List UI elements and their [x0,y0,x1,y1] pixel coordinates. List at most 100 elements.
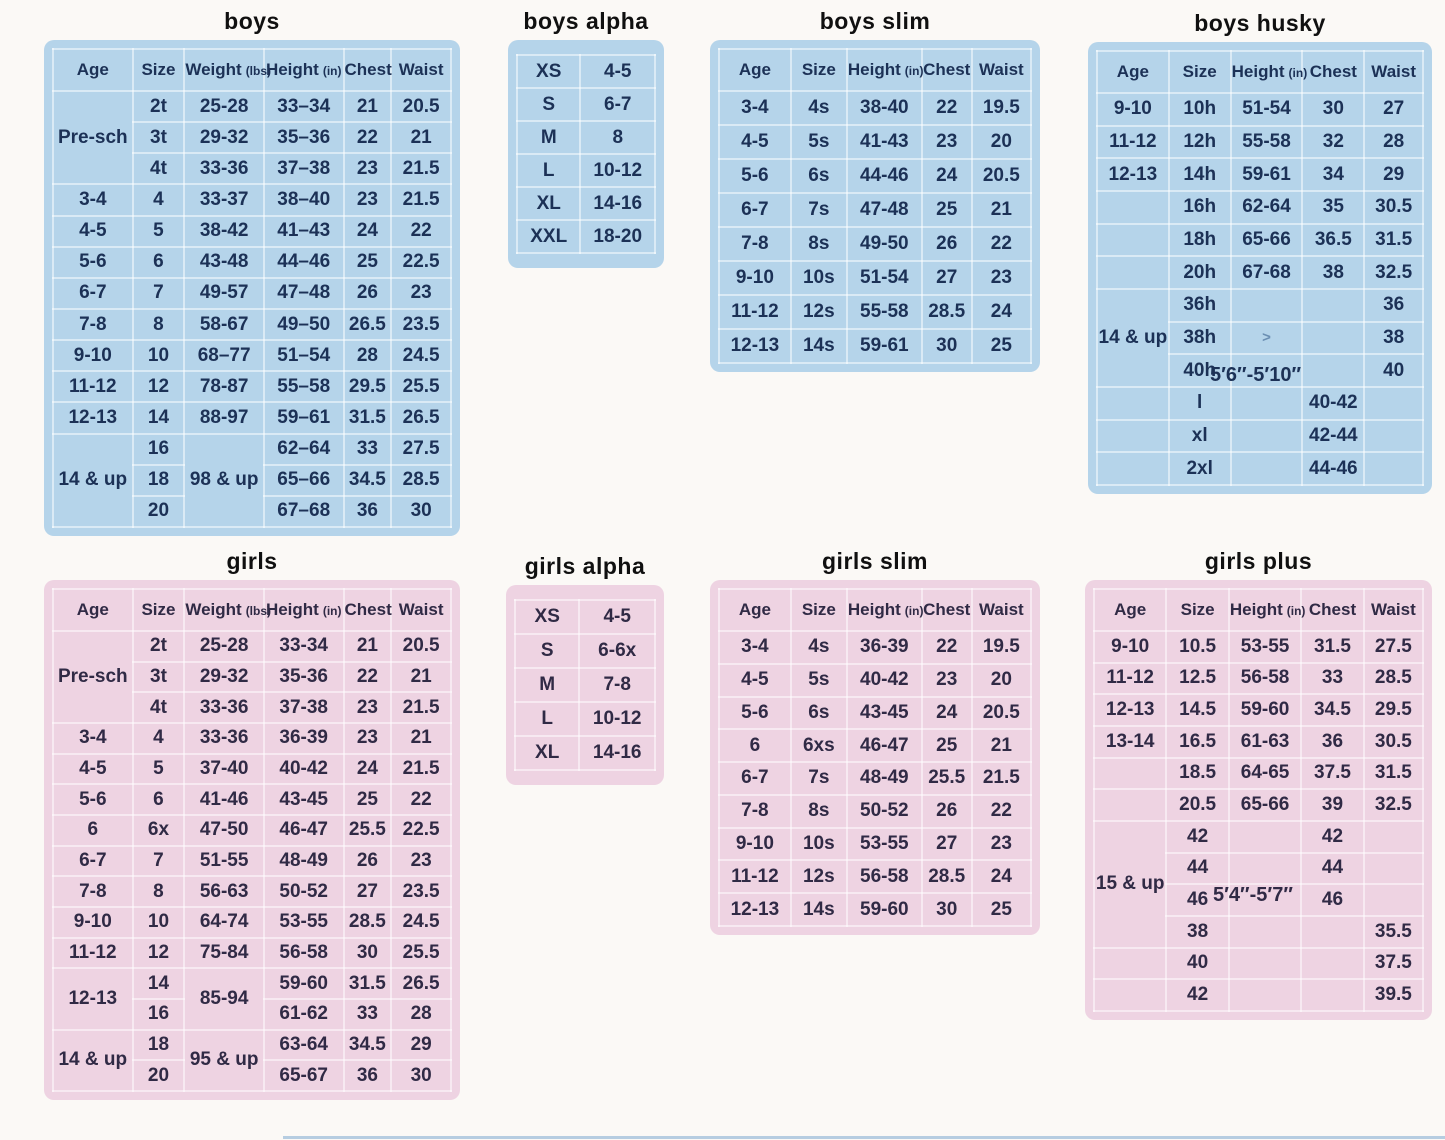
table-cell: 4-5 [718,124,792,160]
table-cell: 14-16 [578,735,656,771]
table-cell: 8s [789,793,848,829]
column-header: Size [789,588,848,632]
table-cell: 48-49 [845,761,923,796]
table-cell: 14s [789,328,848,364]
table-cell: 38–40 [262,183,345,217]
boys-table-panel: Age Size Weight (lbs) Height (in) Chest Waist Pr… [44,40,460,536]
table-cell: 10s [789,260,848,296]
header-unit: (lbs) [245,64,272,78]
table-row: 9-10 10s 51-54 27 23 [718,260,1033,296]
table-cell: Pre-sch [52,89,134,186]
table-cell: 12-13 [52,401,134,435]
table-cell [1362,883,1425,917]
table-cell: 18-20 [579,219,656,254]
header-unit: (lbs) [245,604,272,618]
table-cell: 41-43 [845,124,923,160]
section-girls-alpha: girls alpha XS 4-5 S 6-6x M 7-8 L 10-12 XL 14-16 [506,551,664,785]
column-header: Waist [1362,588,1425,632]
table-cell: 16h [1167,189,1232,225]
table-row: 11-12 12 75-84 56-58 30 25.5 [52,936,452,970]
table-cell: 14-16 [579,186,656,221]
table-row: L 10-12 [513,701,656,737]
table-cell: 5 [131,214,186,248]
section-girls-plus: girls plus 5′4″-5′7″ Age Size Height (in) Ch… [1085,546,1432,1020]
table-row: 2xl 44-46 [1096,451,1424,486]
table-row: 14 & up 18 95 & up 63-64 34.5 29 [52,1028,452,1093]
table-cell: 51–54 [262,339,345,373]
table-cell: xl [1167,418,1232,454]
table-cell: L [513,701,581,737]
column-header: Waist [1363,50,1424,94]
table-cell: 26.5 [390,401,452,435]
table-cell: Pre-sch [52,630,134,724]
table-cell: 5s [789,662,848,698]
table-cell: 43-45 [845,695,923,731]
table-cell: 49–50 [262,307,345,342]
table-cell: 62-64 [1229,189,1304,225]
table-cell: 88-97 [183,401,265,435]
table-cell: 64-65 [1227,756,1303,791]
table-cell: 18 [131,463,186,497]
table-cell: 53-55 [1227,630,1303,664]
table-cell: M [515,120,582,155]
column-header: Chest [920,588,973,632]
table-cell: 33-37 [183,183,265,217]
table-cell [1096,385,1170,421]
table-cell: 40h [1167,353,1232,388]
table-cell: 40-42 [262,752,345,786]
table-cell: 40-42 [1301,385,1366,421]
table-row: XXL 18-20 [515,219,656,254]
table-cell: 44 [1165,851,1230,886]
table-cell: 33-34 [262,630,345,663]
title-boys: boys [224,8,280,34]
table-cell: 16 [131,432,186,466]
column-header: Height (in) [845,588,923,632]
table-row: 12-13 14s 59-60 30 25 [718,892,1033,927]
table-row: 7-8 8 58-67 49–50 26.5 23.5 [52,307,452,342]
column-header: Height (in) [1227,588,1305,632]
table-cell: 3-4 [718,630,792,665]
table-cell: 31.5 [1362,756,1425,791]
table-row: 4-5 5 38-42 41–43 24 22 [52,214,452,248]
table-cell: 32.5 [1363,255,1424,290]
boys-grid: Age Size Weight (lbs) Height (in) Chest Waist Pr… [52,48,452,529]
table-cell: 25 [920,728,973,764]
table-cell: 10s [789,826,848,862]
header-unit: (in) [904,64,924,78]
girls-slim-table-panel: Age Size Height (in) Chest Waist 3-4 4s 36-39 22 1… [710,580,1040,935]
table-cell: 65-66 [1227,788,1303,822]
table-cell: 5 [131,752,186,786]
table-cell: 34.5 [342,463,393,497]
table-cell [1229,353,1304,388]
table-cell: 27 [920,260,973,296]
table-cell: 20.5 [390,630,452,663]
table-cell: 6s [789,695,848,731]
table-cell: 12-13 [1092,693,1168,727]
table-cell: 24.5 [390,339,452,373]
table-cell: 25.5 [920,761,973,796]
table-cell [1301,320,1366,356]
table-cell [1096,189,1170,225]
table-cell [1092,946,1168,981]
table-row: XS 4-5 [513,599,656,635]
table-cell: 9-10 [52,905,134,939]
table-cell: 53-55 [845,826,923,862]
column-header: Size [131,588,186,632]
table-cell: 3-4 [52,183,134,217]
table-cell: 11-12 [52,936,134,970]
table-cell: 14 & up [52,432,134,529]
table-cell: 29 [390,1028,452,1062]
table-cell: 28.5 [920,294,973,330]
table-cell: 28 [342,339,393,373]
table-cell [1301,353,1366,388]
table-cell: 20 [970,662,1033,698]
table-row: 44 44 [1094,851,1425,886]
section-boys: boys Age Size Weight (lbs) Height (in) Chest Wa… [44,6,460,536]
table-cell: 34 [1301,157,1366,192]
table-row: 11-12 12h 55-58 32 28 [1096,124,1424,160]
table-cell: 4t [131,691,186,724]
table-cell: 30 [920,328,973,364]
table-cell: 85-94 [183,967,265,1031]
table-cell: 20 [131,494,186,529]
table-cell: 26 [920,226,973,262]
